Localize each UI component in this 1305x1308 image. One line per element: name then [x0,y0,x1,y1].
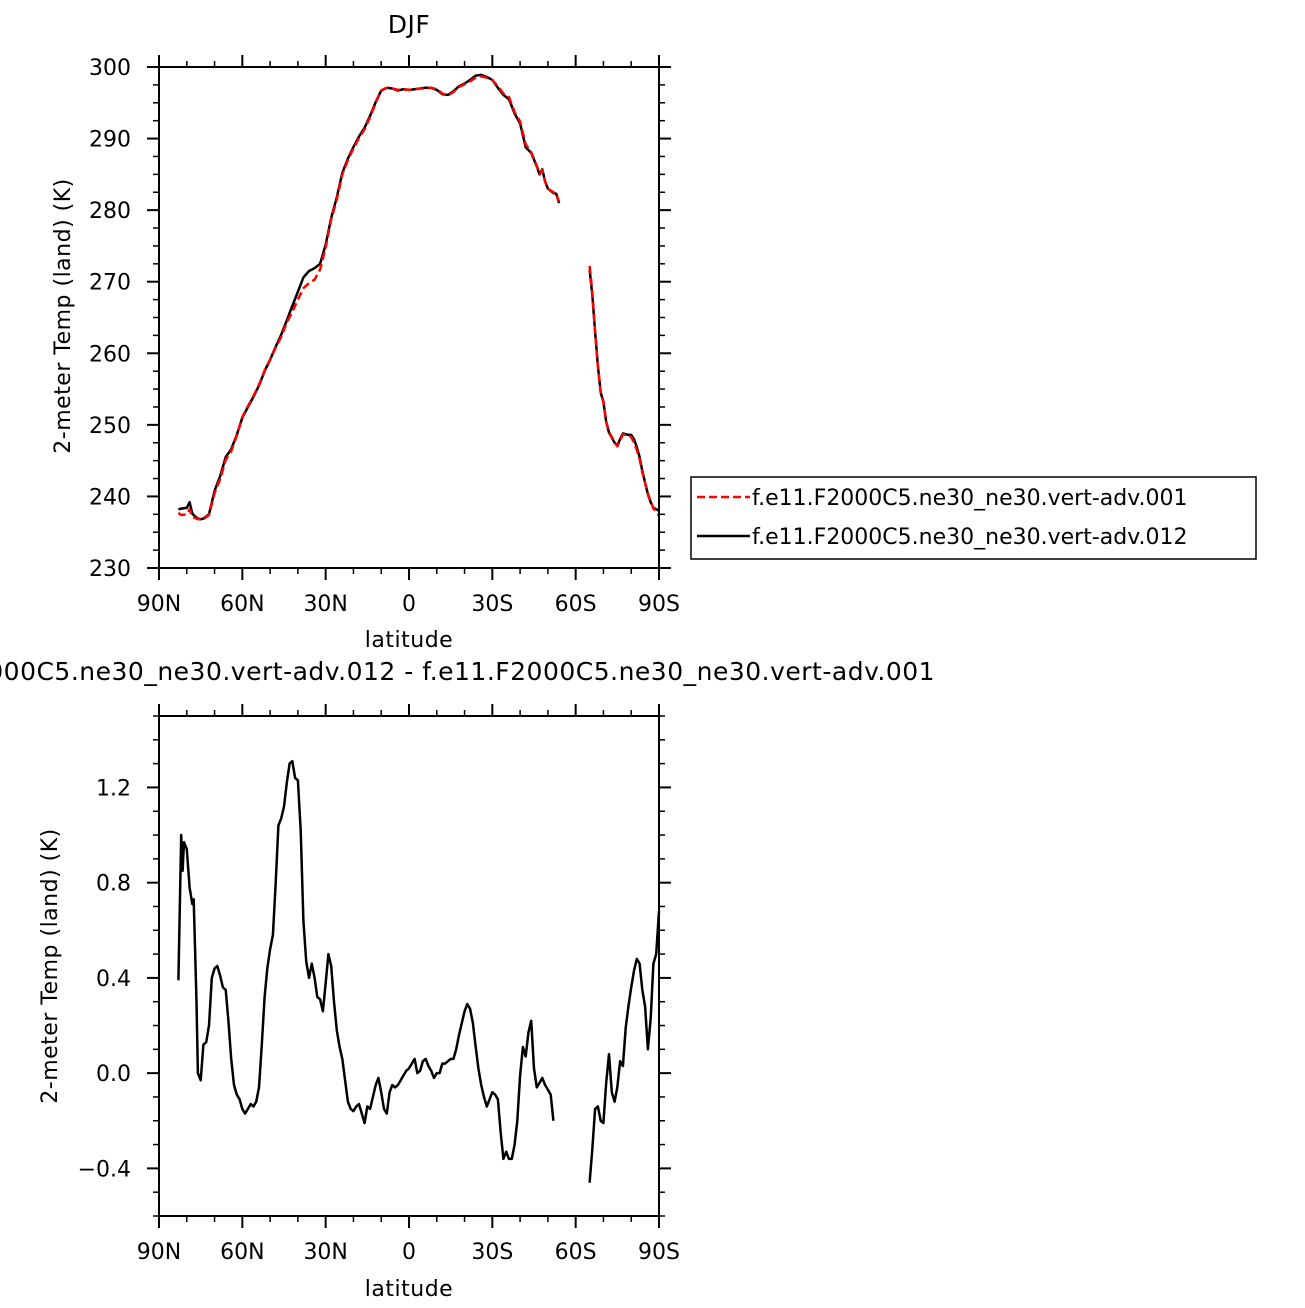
bottom-axes-ticks: 90N 60N 30N 0 30S 60S 90S −0.4 0.0 0.4 0.8 1.2 [78,704,680,1265]
top-x-tick-label: 0 [402,592,416,617]
top-x-tick-label: 60N [220,592,264,617]
top-y-tick-label: 260 [89,342,131,367]
legend-entry-012: f.e11.F2000C5.ne30_ne30.vert-adv.012 [752,525,1188,550]
bottom-x-axis-label: latitude [365,1277,453,1302]
bottom-y-tick-label: 1.2 [96,776,131,801]
top-series-lines [177,73,661,521]
bottom-x-tick-label: 0 [402,1240,416,1265]
bottom-x-tick-label: 60N [220,1240,264,1265]
top-panel: DJF 2-meter Temp (land) (K) latitude 90N… [51,10,680,653]
top-x-tick-label: 30N [303,592,347,617]
bottom-chart-title: f.e11.F2000C5.ne30_ne30.vert-adv.012 - f… [0,657,935,686]
bottom-x-tick-label: 30S [471,1240,513,1265]
bottom-series-lines [177,759,661,1183]
bottom-y-tick-label: −0.4 [78,1157,131,1182]
bottom-y-tick-label: 0.0 [96,1062,131,1087]
legend-entry-001: f.e11.F2000C5.ne30_ne30.vert-adv.001 [752,486,1188,511]
top-plot-frame [158,66,660,569]
bottom-series-0-segment-1 [588,911,661,1183]
top-chart-title: DJF [388,10,431,39]
top-y-axis-label: 2-meter Temp (land) (K) [51,178,76,453]
top-x-tick-label: 30S [471,592,513,617]
bottom-panel: f.e11.F2000C5.ne30_ne30.vert-adv.012 - f… [0,657,935,1302]
top-y-tick-label: 290 [89,128,131,153]
top-y-tick-label: 280 [89,199,131,224]
bottom-y-tick-label: 0.4 [96,967,131,992]
bottom-y-tick-label: 0.8 [96,872,131,897]
top-series-1-segment-0 [178,73,561,521]
bottom-y-axis-label: 2-meter Temp (land) (K) [38,828,63,1103]
top-x-tick-label: 90S [638,592,680,617]
top-x-axis-label: latitude [365,628,453,653]
bottom-x-tick-label: 90S [638,1240,680,1265]
bottom-x-tick-label: 90N [137,1240,181,1265]
bottom-plot-frame [158,715,660,1217]
bottom-x-tick-label: 30N [303,1240,347,1265]
top-x-tick-label: 60S [555,592,597,617]
top-y-tick-label: 270 [89,271,131,296]
top-y-tick-label: 230 [89,557,131,582]
legend-box [690,476,1257,560]
legend: f.e11.F2000C5.ne30_ne30.vert-adv.001 f.e… [690,476,1257,560]
top-axes-ticks: 90N 60N 30N 0 30S 60S 90S 230 240 250 260 270 280 290… [89,55,680,617]
top-y-tick-label: 300 [89,56,131,81]
top-series-0-segment-0 [177,75,561,521]
top-y-tick-label: 240 [89,485,131,510]
top-y-tick-label: 250 [89,414,131,439]
top-x-tick-label: 90N [137,592,181,617]
top-series-0-segment-1 [588,265,661,517]
bottom-series-0-segment-0 [177,759,555,1161]
bottom-x-tick-label: 60S [555,1240,597,1265]
